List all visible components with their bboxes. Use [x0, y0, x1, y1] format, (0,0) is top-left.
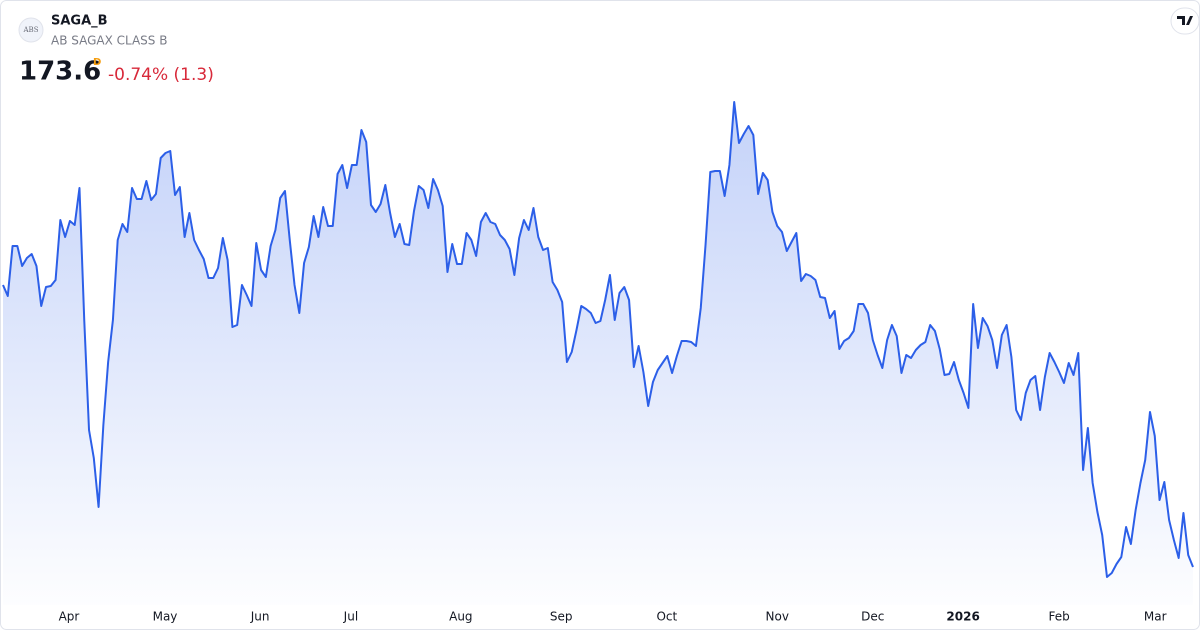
tradingview-logo — [1170, 7, 1200, 35]
x-tick-label: Oct — [656, 610, 677, 624]
price-change: -0.74% (1.3) — [108, 65, 214, 85]
x-tick-label: Jun — [250, 610, 270, 624]
logo-text: ABS — [23, 26, 39, 34]
x-tick-label: Sep — [550, 610, 573, 624]
company-name: AB SAGAX CLASS B — [51, 34, 167, 48]
x-tick-label: Jul — [343, 610, 358, 624]
logo-badge — [18, 17, 44, 43]
symbol: SAGA_B — [51, 14, 108, 29]
interval: D — [93, 57, 101, 68]
x-tick-label: 2026 — [946, 610, 979, 624]
x-tick-label: Aug — [449, 610, 472, 624]
last-price: 173.6 — [19, 57, 101, 87]
x-tick-label: Dec — [861, 610, 884, 624]
x-tick-label: Mar — [1144, 610, 1167, 624]
price-line — [2, 101, 1194, 578]
area-fill — [3, 102, 1193, 605]
x-tick-label: Nov — [766, 610, 789, 624]
x-tick-label: Apr — [59, 610, 80, 624]
x-tick-label: May — [153, 610, 178, 624]
plot-area — [2, 101, 1194, 605]
x-tick-label: Feb — [1049, 610, 1070, 624]
